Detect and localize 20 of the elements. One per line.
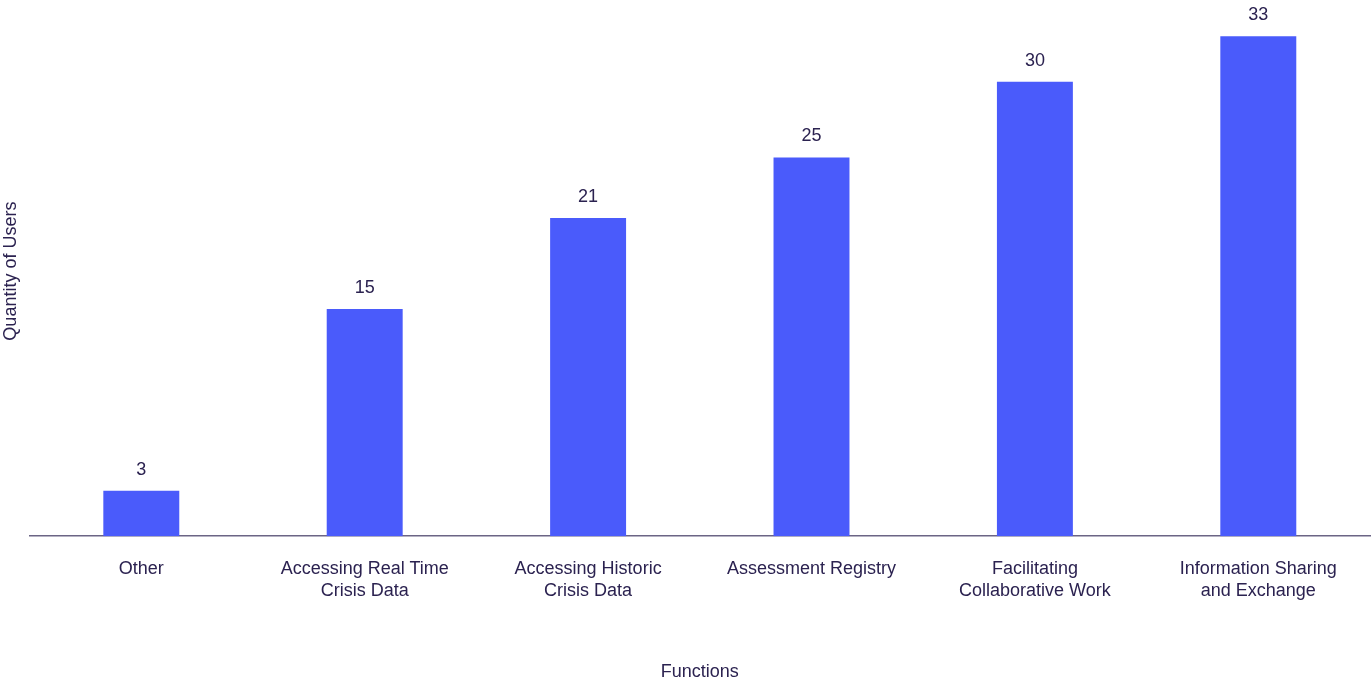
y-axis-title: Quantity of Users	[0, 201, 20, 341]
x-tick-label: Accessing Historic Crisis Data	[514, 557, 662, 600]
bar	[326, 308, 403, 537]
x-tick-label: Accessing Real Time Crisis Data	[280, 557, 449, 600]
data-label: 21	[578, 186, 599, 207]
x-tick-label: Facilitating Collaborative Work	[959, 557, 1112, 600]
x-tick-label: Other	[118, 557, 164, 578]
data-label: 25	[801, 125, 822, 146]
data-label: 30	[1024, 49, 1045, 70]
x-tick-label: Assessment Registry	[726, 557, 897, 578]
data-label: 33	[1248, 4, 1269, 25]
bar	[1220, 36, 1297, 537]
bar	[996, 81, 1073, 537]
x-tick-label: Information Sharing and Exchange	[1179, 557, 1337, 600]
data-label: 3	[136, 458, 147, 479]
data-label: 15	[354, 276, 375, 297]
bar	[550, 218, 627, 537]
bar	[103, 490, 180, 537]
x-axis-title: Functions	[660, 661, 739, 682]
bar	[773, 157, 850, 537]
